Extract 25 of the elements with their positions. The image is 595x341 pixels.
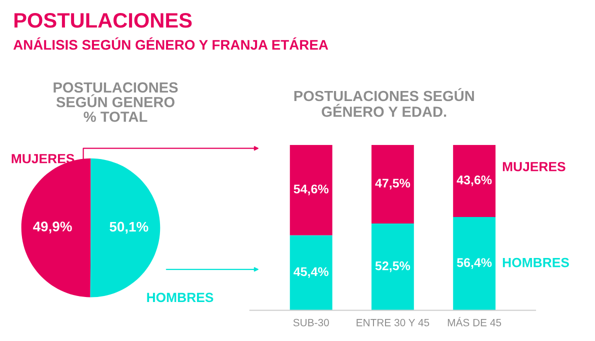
data-label: 49,9% [33, 222, 72, 234]
x-tick-label: ENTRE 30 Y 45 [356, 318, 430, 326]
x-tick-label: SUB-30 [293, 318, 329, 326]
data-label: 56,4% [456, 258, 492, 269]
bar [453, 144, 496, 218]
x-tick-label: MÁS DE 45 [448, 317, 502, 326]
bar [290, 144, 332, 236]
bar [371, 223, 414, 310]
data-label: 45,4% [294, 267, 328, 278]
series-label: HOMBRES [502, 258, 569, 268]
data-label: 54,6% [294, 184, 328, 196]
data-label: 47,5% [375, 178, 410, 190]
bar [371, 144, 414, 224]
chart-title: POSTULACIONES SEGÚN GÉNERO Y EDAD. [294, 88, 474, 117]
bar [453, 217, 496, 310]
text: POSTULACIONES [14, 13, 192, 28]
slice-label: HOMBRES [147, 292, 214, 302]
chart-title: POSTULACIONES SEGÚN GENERO % TOTAL [54, 82, 178, 122]
data-label: 52,5% [375, 261, 410, 272]
series-label: MUJERES [502, 162, 566, 172]
data-label: 43,6% [456, 175, 492, 186]
bar [290, 235, 332, 310]
data-label: 50,1% [110, 222, 148, 234]
slice-label: MUJERES [12, 154, 74, 164]
text: ANÁLISIS SEGÚN GÉNERO Y FRANJA ETÁREA [13, 37, 328, 50]
